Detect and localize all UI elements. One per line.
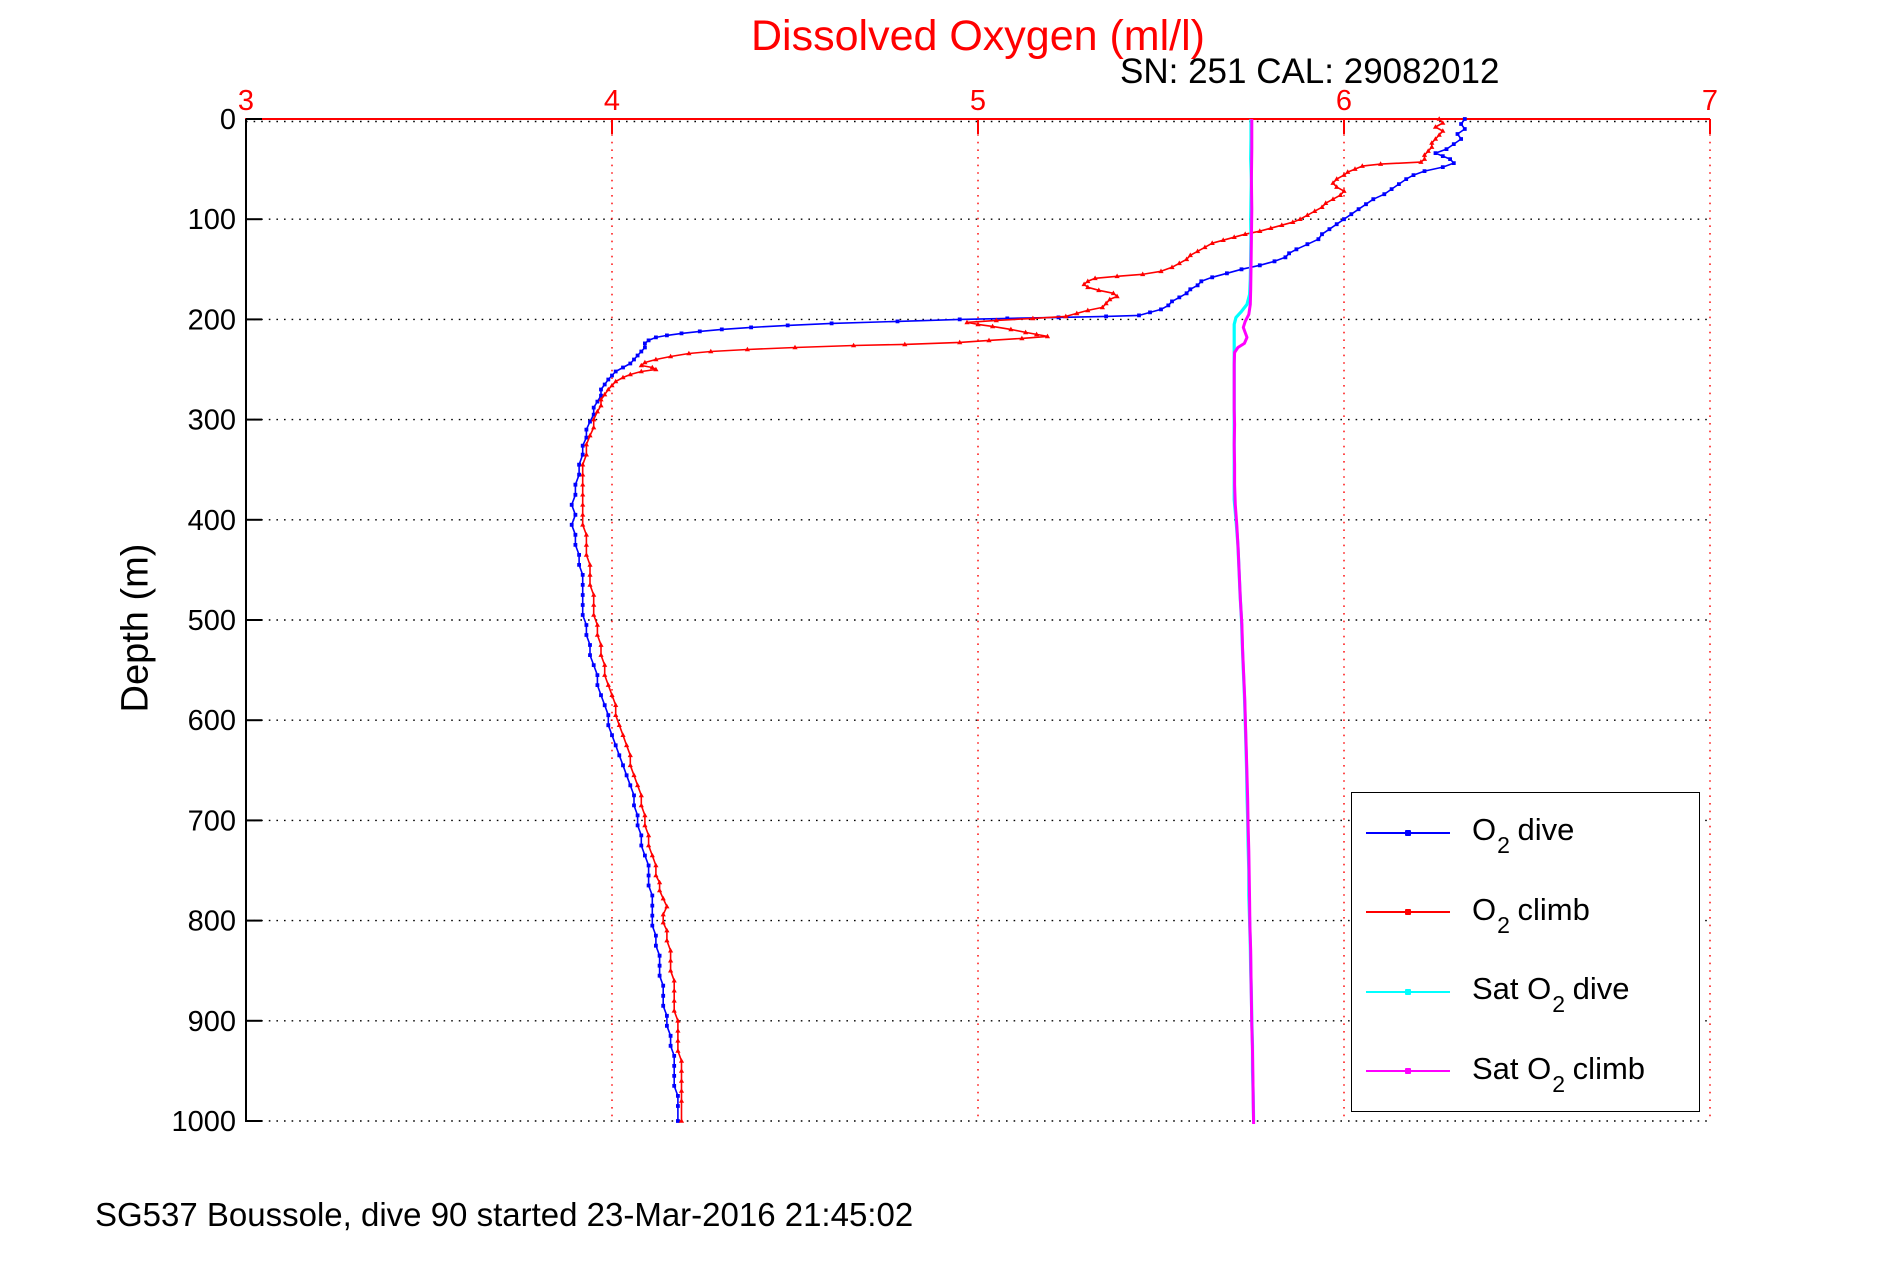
y-tick-labels: 0 100 200 300 400 500 600 700 800 900 1000 [171, 104, 236, 1138]
legend-label-o2-climb: O2 climb [1472, 891, 1590, 938]
y-tick-label: 900 [188, 1006, 236, 1038]
y-tick-label: 800 [188, 906, 236, 938]
legend-item-o2-climb: O2 climb [1352, 877, 1699, 947]
y-grid [246, 120, 1710, 1122]
x-tick-label: 6 [1336, 85, 1352, 117]
legend-item-sat-o2-dive: Sat O2 dive [1352, 957, 1699, 1027]
legend-marker-o2-dive [1405, 829, 1411, 836]
legend-marker-o2-climb [1405, 909, 1411, 916]
x-tick-label: 7 [1702, 85, 1718, 117]
legend-line-sample-o2-climb [1366, 909, 1450, 916]
legend-label-sat-o2-dive: Sat O2 dive [1472, 971, 1630, 1018]
series-o2-climb [580, 116, 1446, 1123]
figure-caption: SG537 Boussole, dive 90 started 23-Mar-2… [95, 1196, 914, 1233]
sensor-annotation: SN: 251 CAL: 29082012 [1120, 52, 1500, 91]
legend-line-sample-sat-o2-climb [1366, 1068, 1450, 1075]
legend-line-sample-o2-dive [1366, 829, 1450, 836]
legend-item-sat-o2-climb: Sat O2 climb [1352, 1036, 1699, 1106]
y-axis-label: Depth (m) [114, 543, 157, 713]
y-tick-label: 700 [188, 805, 236, 837]
y-tick-label: 1000 [171, 1106, 236, 1138]
y-tick-label: 300 [188, 405, 236, 437]
series-o2-dive [569, 117, 1467, 1123]
legend-label-o2-dive: O2 dive [1472, 812, 1575, 859]
x-tick-label: 4 [604, 85, 620, 117]
y-tick-label: 600 [188, 705, 236, 737]
x-tick-label: 5 [970, 85, 986, 117]
y-tick-label: 200 [188, 304, 236, 336]
legend-marker-sat-o2-climb [1405, 1068, 1411, 1075]
legend-line-sample-sat-o2-dive [1366, 988, 1450, 995]
legend-item-o2-dive: O2 dive [1352, 798, 1699, 868]
y-tick-label: 500 [188, 605, 236, 637]
x-tick-label: 3 [238, 85, 254, 117]
y-tick-label: 400 [188, 505, 236, 537]
chart-title: Dissolved Oxygen (ml/l) [751, 12, 1205, 60]
x-tick-labels: 3 4 5 6 7 [238, 85, 1718, 117]
y-tick-label: 0 [220, 104, 236, 136]
o2-dive-markers [569, 117, 1467, 1123]
y-tick-label: 100 [188, 204, 236, 236]
legend: O2 dive O2 climb Sat O2 dive Sat O2 climb [1351, 792, 1700, 1112]
y-axis [245, 118, 262, 1122]
series-sat-o2-climb [1232, 119, 1256, 1125]
legend-label-sat-o2-climb: Sat O2 climb [1472, 1050, 1646, 1097]
x-axis [245, 118, 1711, 134]
legend-marker-sat-o2-dive [1405, 988, 1411, 995]
